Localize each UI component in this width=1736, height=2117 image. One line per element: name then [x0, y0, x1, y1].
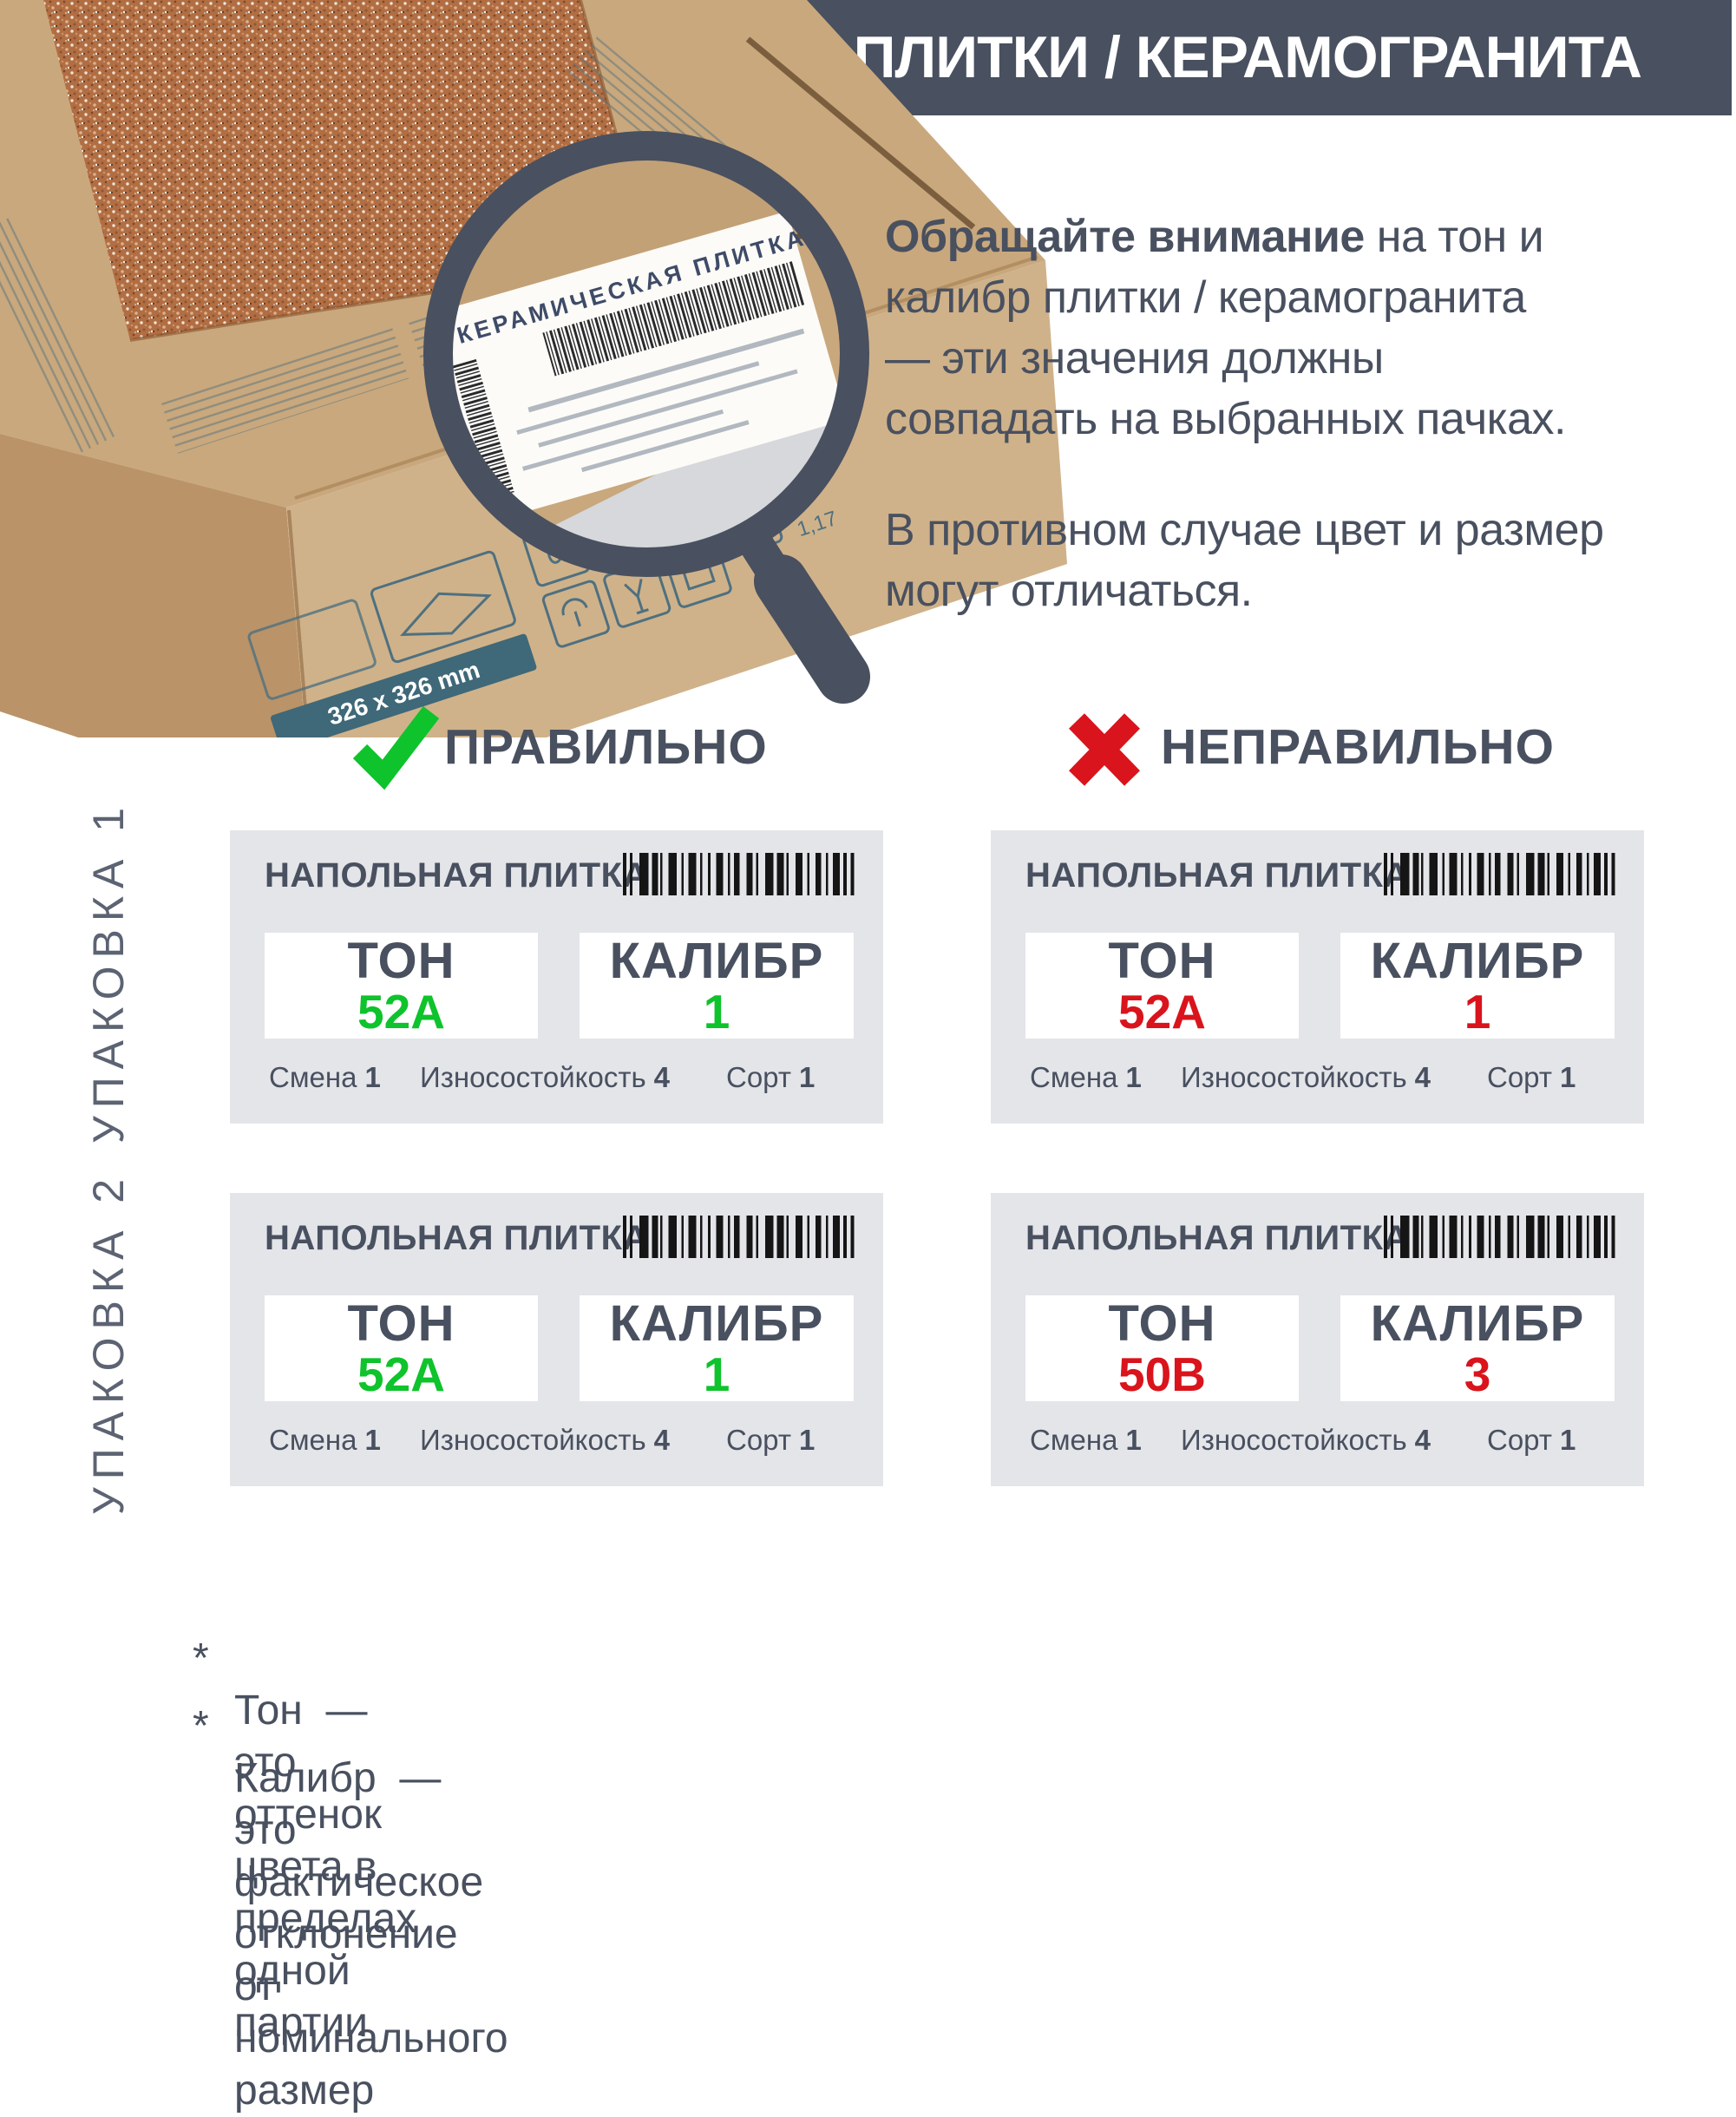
- ton-value: 50В: [1118, 1347, 1206, 1401]
- caliber-value: 3: [1464, 1347, 1491, 1401]
- ton-label: ТОН: [347, 933, 455, 990]
- product-name: НАПОЛЬНАЯ ПЛИТКА: [1025, 856, 1409, 895]
- ton-label: ТОН: [347, 1295, 455, 1353]
- intro-text: Обращайте внимание на тон и калибр плитк…: [885, 206, 1718, 621]
- ton-box: ТОН 52А: [265, 933, 538, 1039]
- intro-line: совпадать на выбранных пачках.: [885, 394, 1566, 444]
- footnote-marker: *: [193, 1635, 209, 1681]
- intro-paragraph-2: В противном случае цвет и размер могут о…: [885, 500, 1718, 621]
- caliber-value: 1: [1464, 984, 1491, 1039]
- row-label-package-1: УПАКОВКА 1: [84, 799, 133, 1144]
- caliber-box: КАЛИБР 1: [580, 1295, 854, 1401]
- label-barcode-vertical: [452, 358, 514, 500]
- intro-line: калибр плитки / керамогранита: [885, 272, 1526, 323]
- meta-row: Смена 1 Износостойкость 4 Сорт 1: [1030, 1424, 1576, 1456]
- intro-paragraph-1: Обращайте внимание на тон и калибр плитк…: [885, 206, 1718, 449]
- product-name: НАПОЛЬНАЯ ПЛИТКА: [265, 1219, 648, 1257]
- label-card-pack2-correct: НАПОЛЬНАЯ ПЛИТКА ТОН 52А КАЛИБР 1 Смена 1…: [230, 1193, 883, 1486]
- footnote-ton: * Тон — это оттенок цвета в пределах одн…: [0, 1581, 416, 2046]
- ton-box: ТОН 52А: [265, 1295, 538, 1401]
- barcode: [1384, 853, 1617, 895]
- barcode: [1384, 1216, 1617, 1258]
- meta-row: Смена 1 Износостойкость 4 Сорт 1: [269, 1424, 816, 1456]
- caliber-box: КАЛИБР 1: [580, 933, 854, 1039]
- magnified-label: КЕРАМИЧЕСКАЯ ПЛИТКА: [452, 212, 841, 521]
- caliber-box: КАЛИБР 1: [1340, 933, 1615, 1039]
- product-name: НАПОЛЬНАЯ ПЛИТКА: [265, 856, 648, 895]
- footnote-caliber: * Калибр — это фактическое отклонение от…: [0, 1648, 508, 2114]
- glass-icon: [624, 579, 649, 615]
- footnote-text: Калибр — это фактическое отклонение от н…: [234, 1755, 520, 2114]
- barcode: [623, 853, 856, 895]
- ton-value: 52А: [357, 984, 445, 1039]
- intro-line: В противном случае цвет и размер: [885, 505, 1604, 555]
- caliber-label: КАЛИБР: [609, 933, 824, 990]
- ton-box: ТОН 50В: [1025, 1295, 1299, 1401]
- intro-line: — эти значения должны: [885, 333, 1384, 383]
- ton-box: ТОН 52А: [1025, 933, 1299, 1039]
- magnifier-handle-grip: [754, 554, 870, 704]
- caliber-label: КАЛИБР: [609, 1295, 824, 1353]
- caliber-label: КАЛИБР: [1370, 1295, 1585, 1353]
- caliber-label: КАЛИБР: [1370, 933, 1585, 990]
- product-name: НАПОЛЬНАЯ ПЛИТКА: [1025, 1219, 1409, 1257]
- column-label-correct: ПРАВИЛЬНО: [444, 719, 768, 775]
- label-card-pack1-correct: НАПОЛЬНАЯ ПЛИТКА ТОН 52А КАЛИБР 1 Смена 1…: [230, 830, 883, 1124]
- meta-row: Смена 1 Износостойкость 4 Сорт 1: [1030, 1061, 1576, 1093]
- caliber-value: 1: [703, 984, 730, 1039]
- ton-label: ТОН: [1108, 1295, 1216, 1353]
- umbrella-icon: [561, 598, 588, 627]
- column-label-incorrect: НЕПРАВИЛЬНО: [1161, 719, 1555, 775]
- ton-label: ТОН: [1108, 933, 1216, 990]
- meta-row: Смена 1 Износостойкость 4 Сорт 1: [269, 1061, 816, 1093]
- ton-value: 52А: [1118, 984, 1206, 1039]
- label-barcode: [542, 260, 806, 377]
- label-card-pack1-incorrect: НАПОЛЬНАЯ ПЛИТКА ТОН 52А КАЛИБР 1 Смена 1…: [991, 830, 1644, 1124]
- cross-icon: [1069, 713, 1140, 786]
- label-card-pack2-incorrect: НАПОЛЬНАЯ ПЛИТКА ТОН 50В КАЛИБР 3 Смена 1…: [991, 1193, 1644, 1486]
- intro-line: Обращайте внимание на тон и: [885, 212, 1544, 262]
- magnifier-icon: КЕРАМИЧЕСКАЯ ПЛИТКА: [423, 131, 870, 704]
- ton-value: 52А: [357, 1347, 445, 1401]
- row-label-package-2: УПАКОВКА 2: [84, 1170, 133, 1516]
- check-icon: [352, 706, 440, 790]
- box-photo-illustration: 326 x 326 mm 11 1,17 КЕРАМИЧЕСКАЯ ПЛИТКА: [0, 0, 1067, 737]
- intro-line: могут отличаться.: [885, 566, 1253, 616]
- caliber-box: КАЛИБР 3: [1340, 1295, 1615, 1401]
- footnote-marker: *: [193, 1703, 209, 1749]
- barcode: [623, 1216, 856, 1258]
- size-band: [271, 633, 537, 737]
- caliber-value: 1: [703, 1347, 730, 1401]
